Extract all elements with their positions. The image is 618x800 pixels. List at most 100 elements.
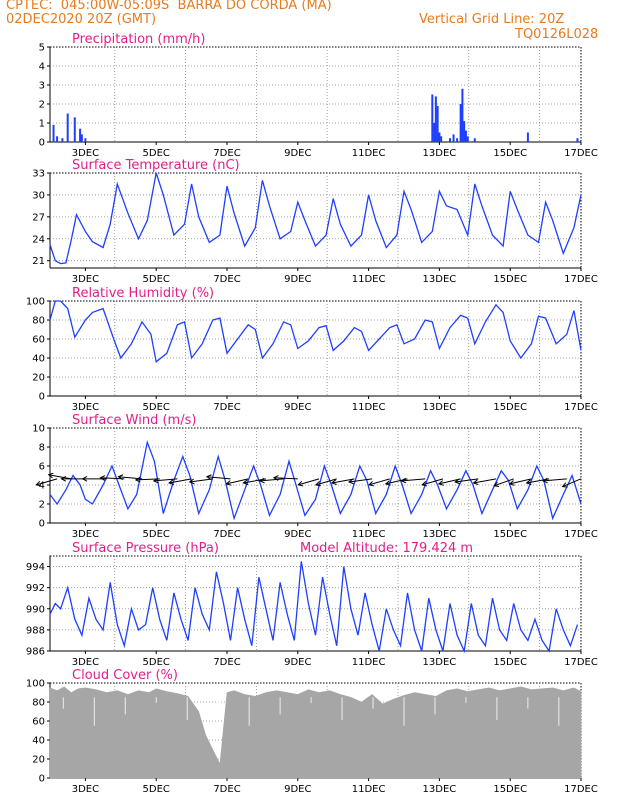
precip-bar <box>79 128 82 142</box>
wind-arrowhead <box>400 477 407 484</box>
wind-arrowhead <box>347 478 354 485</box>
x-tick-label: 5DEC <box>143 148 170 159</box>
y-tick-label: 21 <box>32 256 45 267</box>
x-tick-label: 13DEC <box>423 529 457 540</box>
wind-vector <box>543 478 567 482</box>
y-tick-label: 0 <box>39 138 45 149</box>
wind-vector <box>438 478 461 485</box>
wind-arrowhead <box>421 480 428 487</box>
wind-vector <box>493 478 514 487</box>
wind-arrowhead <box>35 480 42 487</box>
x-tick-label: 3DEC <box>72 657 99 668</box>
x-tick-label: 17DEC <box>564 529 598 540</box>
precip-bar <box>66 113 69 142</box>
wind-vector <box>36 478 58 486</box>
wind-vector <box>455 478 479 483</box>
y-tick-label: 2 <box>39 500 45 511</box>
wind-vector <box>348 478 373 483</box>
x-tick-label: 3DEC <box>72 148 99 159</box>
wind-arrowhead <box>472 479 479 486</box>
wind-arrowhead <box>168 479 174 486</box>
y-tick-label: 4 <box>39 62 45 73</box>
x-tick-label: 7DEC <box>213 402 240 413</box>
precip-bar <box>84 138 87 142</box>
y-tick-label: 5 <box>39 43 45 54</box>
x-tick-label: 5DEC <box>143 402 170 413</box>
x-tick-label: 17DEC <box>564 784 598 795</box>
y-tick-label: 33 <box>32 169 45 180</box>
panel-frame <box>49 427 582 524</box>
panel-frame <box>49 172 582 269</box>
header-date: 02DEC2020 20Z (GMT) <box>6 12 157 27</box>
x-tick-label: 17DEC <box>564 148 598 159</box>
wind-arrowhead <box>314 480 321 487</box>
y-tick-label: 100 <box>26 297 45 308</box>
x-tick-label: 9DEC <box>284 657 311 668</box>
wind-arrowhead <box>117 474 124 480</box>
panel-title: Surface Pressure (hPa) <box>72 541 219 556</box>
wind-vector <box>368 478 390 486</box>
wind-arrowhead <box>152 477 159 484</box>
precip-bar <box>473 138 476 142</box>
precip-bar <box>73 117 76 142</box>
x-tick-label: 3DEC <box>72 529 99 540</box>
panel-title: Relative Humidity (%) <box>72 286 214 301</box>
x-tick-label: 9DEC <box>284 274 311 285</box>
wind-vector <box>168 478 192 484</box>
panel-frame <box>49 555 582 652</box>
wind-vector <box>100 477 125 480</box>
precip-bar <box>456 138 459 142</box>
panel-annotation: Model Altitude: 179.424 m <box>300 541 473 556</box>
x-tick-label: 15DEC <box>493 274 527 285</box>
wind-arrowhead <box>81 476 88 482</box>
y-tick-label: 990 <box>26 604 45 615</box>
x-tick-label: 15DEC <box>493 784 527 795</box>
wind-vector <box>189 478 213 483</box>
x-tick-label: 11DEC <box>352 657 386 668</box>
series-line <box>49 439 582 521</box>
x-tick-label: 11DEC <box>352 274 386 285</box>
wind-vector <box>509 478 532 485</box>
x-tick-label: 13DEC <box>423 148 457 159</box>
wind-arrowhead <box>384 480 391 486</box>
y-tick-label: 40 <box>32 736 45 747</box>
wind-arrowhead <box>508 480 515 486</box>
precip-bar <box>61 138 64 142</box>
wind-vector <box>422 478 444 486</box>
x-tick-label: 13DEC <box>423 274 457 285</box>
y-tick-label: 100 <box>26 679 45 690</box>
x-tick-label: 15DEC <box>493 657 527 668</box>
header-vertical-grid: Vertical Grid Line: 20Z <box>419 12 565 27</box>
wind-arrowhead <box>493 481 500 488</box>
x-tick-label: 7DEC <box>213 784 240 795</box>
wind-arrowhead <box>368 480 375 487</box>
y-tick-label: 992 <box>26 583 45 594</box>
x-tick-label: 13DEC <box>423 657 457 668</box>
y-tick-label: 40 <box>32 354 45 365</box>
wind-vector <box>48 474 72 480</box>
panel-title: Surface Temperature (nC) <box>72 158 240 173</box>
x-tick-label: 9DEC <box>284 148 311 159</box>
y-tick-label: 30 <box>32 190 45 201</box>
x-tick-label: 15DEC <box>493 148 527 159</box>
y-tick-label: 6 <box>39 462 45 473</box>
y-tick-label: 0 <box>39 774 45 785</box>
precip-bar <box>452 134 455 142</box>
x-tick-label: 5DEC <box>143 784 170 795</box>
header-line1: CPTEC: 045:00W-05:09S BARRA DO CORDA (MA… <box>6 0 332 13</box>
wind-arrowhead <box>297 480 304 487</box>
precip-bar <box>433 123 436 142</box>
wind-vector <box>562 478 582 488</box>
precip-bar <box>459 104 462 142</box>
precip-bar <box>434 96 437 142</box>
x-tick-label: 9DEC <box>284 529 311 540</box>
precip-bar <box>436 105 439 142</box>
y-tick-label: 0 <box>39 392 45 403</box>
wind-vector <box>315 478 337 486</box>
panel-frame <box>49 300 582 397</box>
precip-bar <box>431 94 434 142</box>
x-tick-label: 7DEC <box>213 274 240 285</box>
y-tick-label: 80 <box>32 698 45 709</box>
wind-arrowhead <box>188 478 195 485</box>
